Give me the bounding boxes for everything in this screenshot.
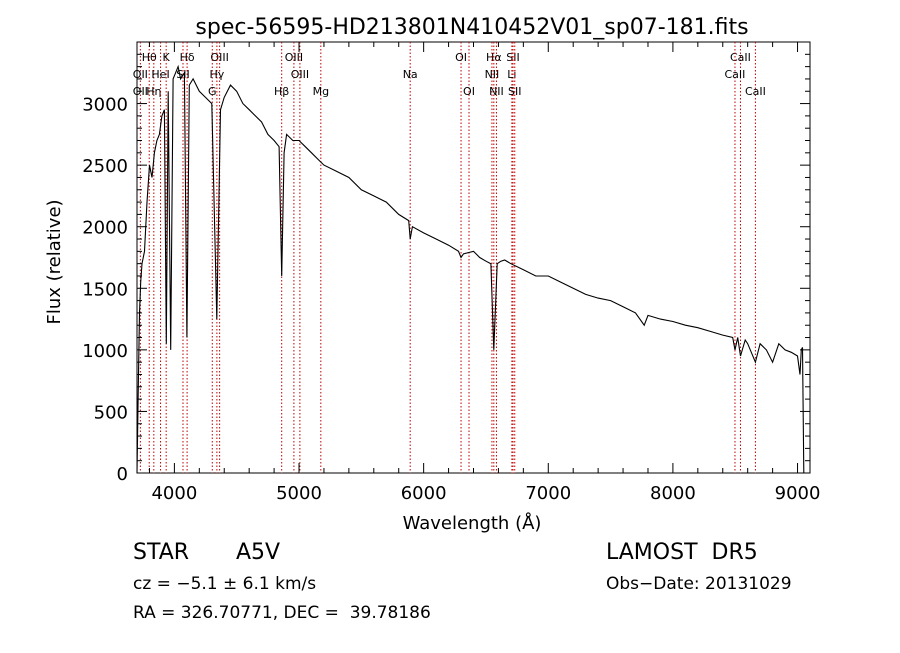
marker-label: NII (489, 85, 504, 98)
y-tick-label: 1000 (82, 341, 128, 362)
redshift-velocity: cz = −5.1 ± 6.1 km/s (133, 574, 317, 594)
marker-label: Hγ (209, 68, 224, 81)
y-tick-label: 500 (94, 402, 128, 423)
marker-label: NII (485, 68, 500, 81)
marker-label: Na (403, 68, 418, 81)
marker-label: OIII (285, 51, 303, 64)
marker-label: OIII (210, 51, 228, 64)
marker-label: Li (507, 68, 516, 81)
marker-label: OI (463, 85, 475, 98)
marker-label: K (163, 51, 171, 64)
marker-label: Hβ (274, 85, 289, 98)
spectrum-line (136, 64, 805, 474)
marker-label: Hθ (142, 51, 157, 64)
marker-label: Hα (486, 51, 502, 64)
x-axis-label: Wavelength (Å) (403, 512, 542, 534)
x-tick-label: 7000 (525, 483, 571, 504)
object-type: STAR (133, 540, 190, 565)
axis-ticks: 4000 5000 6000 7000 8000 9000 0 500 1000 1500 2000… (82, 42, 820, 504)
marker-label: OIII (291, 68, 309, 81)
marker-label: SII (506, 51, 519, 64)
y-axis-label: Flux (relative) (44, 199, 65, 324)
observation-date: Obs−Date: 20131029 (606, 574, 792, 594)
marker-label: Mg (313, 85, 329, 98)
y-tick-label: 3000 (82, 95, 128, 116)
spectral-subclass: A5V (236, 540, 281, 565)
x-tick-label: 4000 (151, 483, 197, 504)
marker-label: CaII (730, 51, 751, 64)
marker-label: CaII (745, 85, 766, 98)
coordinates: RA = 326.70771, DEC = 39.78186 (133, 603, 431, 623)
survey-name: LAMOST DR5 (606, 540, 758, 565)
y-tick-label: 2000 (82, 218, 128, 239)
marker-label: OI (455, 51, 467, 64)
marker-label: OII (133, 68, 148, 81)
marker-label: HeI (151, 68, 169, 81)
x-tick-label: 6000 (401, 483, 447, 504)
marker-label: CaII (725, 68, 746, 81)
y-tick-label: 2500 (82, 156, 128, 177)
y-tick-label: 0 (117, 464, 128, 485)
plot-frame (136, 41, 811, 474)
marker-label: Hδ (180, 51, 195, 64)
marker-label: SII (508, 85, 521, 98)
x-tick-label: 8000 (650, 483, 696, 504)
chart-title: spec-56595-HD213801N410452V01_sp07-181.f… (195, 15, 748, 40)
marker-label: Hη (146, 85, 161, 98)
x-tick-label: 5000 (276, 483, 322, 504)
y-tick-label: 1500 (82, 279, 128, 300)
x-tick-label: 9000 (775, 483, 821, 504)
marker-label: G (208, 85, 217, 98)
